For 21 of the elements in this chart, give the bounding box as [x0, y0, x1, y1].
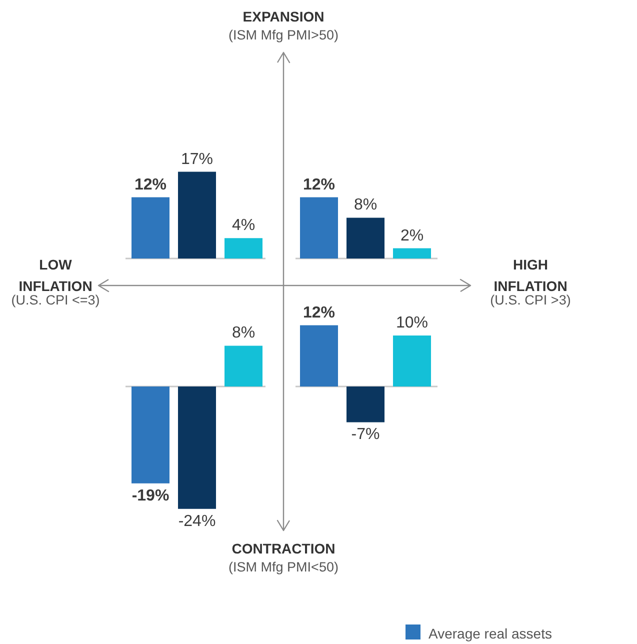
- text: (U.S. CPI <=3): [11, 292, 100, 308]
- data-label: 10%: [396, 314, 428, 332]
- data-label: 12%: [302, 304, 336, 322]
- data-label: 12%: [302, 176, 336, 194]
- text: HIGH INFLATION: [494, 256, 568, 294]
- data-label: -19%: [132, 487, 170, 504]
- data-label: -7%: [351, 426, 380, 444]
- data-label: 12%: [134, 176, 167, 194]
- text: CONTRACTION: [232, 540, 336, 556]
- text: (U.S. CPI >3): [490, 292, 571, 308]
- text: (ISM Mfg PMI>50): [228, 28, 338, 42]
- data-label: 17%: [180, 150, 214, 168]
- data-label: 2%: [400, 227, 424, 244]
- text: EXPANSION: [242, 8, 324, 24]
- data-label: 8%: [354, 196, 378, 214]
- data-label: 4%: [232, 217, 256, 234]
- legend-label: Average real assets: [428, 626, 552, 642]
- data-label: 8%: [232, 324, 256, 342]
- data-label: -24%: [178, 512, 216, 530]
- text: (ISM Mfg PMI<50): [228, 560, 338, 574]
- text: LOW INFLATION: [18, 256, 92, 294]
